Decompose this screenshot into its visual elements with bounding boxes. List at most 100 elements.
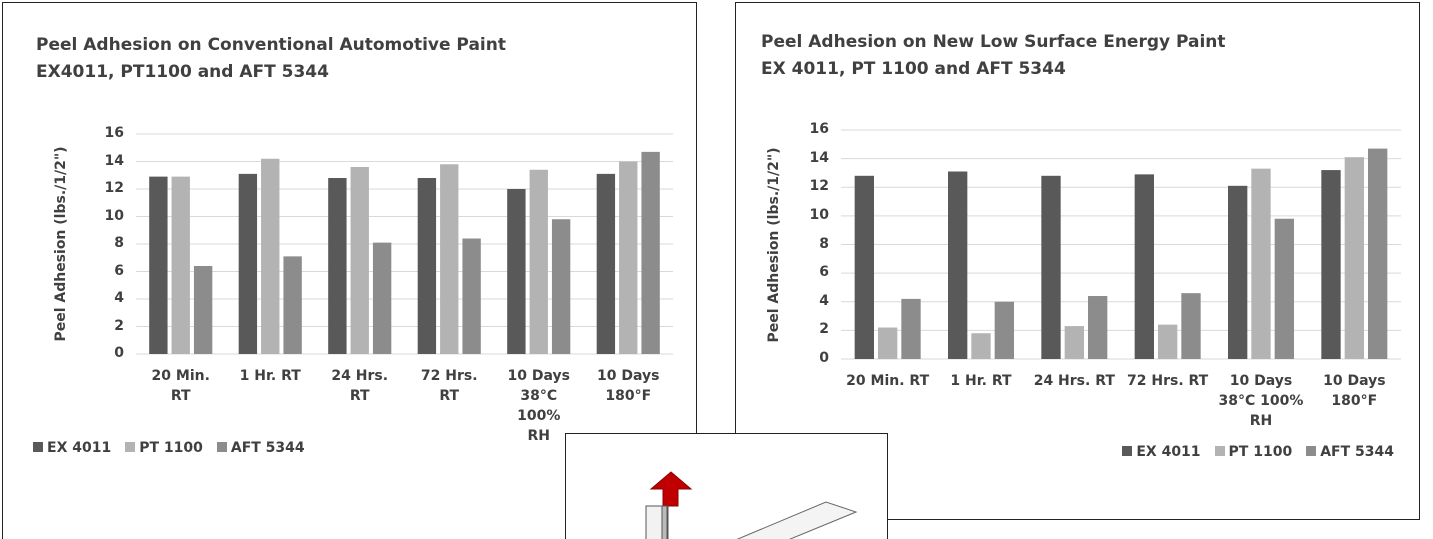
x-tick-label: 20 Min. RT <box>151 368 210 404</box>
bar <box>529 169 548 354</box>
legend: EX 4011 PT 1100 AFT 5344 <box>33 440 305 456</box>
legend-label: EX 4011 <box>1136 444 1201 460</box>
legend-swatch <box>1122 446 1133 456</box>
x-tick-label: 10 Days 180°F <box>597 368 660 404</box>
bar <box>283 256 302 354</box>
bar <box>641 151 660 354</box>
y-tick-label: 12 <box>809 178 829 195</box>
legend-item: AFT 5344 <box>216 440 305 456</box>
bar <box>1088 296 1108 359</box>
bar <box>1041 175 1061 359</box>
y-tick-label: 6 <box>819 264 829 281</box>
bar <box>417 178 437 354</box>
y-tick-label: 0 <box>114 345 124 361</box>
y-tick-label: 14 <box>104 152 124 169</box>
bar <box>1134 174 1154 359</box>
y-tick-label: 0 <box>819 350 829 366</box>
bar <box>971 333 991 359</box>
bar <box>462 238 481 354</box>
bar <box>1181 293 1201 359</box>
y-tick-label: 12 <box>104 180 124 196</box>
bar <box>440 164 459 354</box>
legend-item: EX 4011 <box>33 440 111 456</box>
bar <box>854 175 874 359</box>
legend-item: PT 1100 <box>125 440 203 456</box>
legend-swatch <box>1306 446 1317 456</box>
y-tick-label: 6 <box>114 262 124 279</box>
illustration <box>645 471 858 539</box>
x-tick-label: 10 Days 180°F <box>1323 373 1386 409</box>
x-tick-label: 10 Days 38°C 100% RH <box>507 368 570 444</box>
bar <box>1368 148 1388 359</box>
chart-subtitle: EX 4011, PT 1100 and AFT 5344 <box>761 59 1066 79</box>
y-tick-label: 14 <box>809 149 829 166</box>
x-tick-label: 72 Hrs. RT <box>420 368 478 404</box>
bar <box>948 171 968 359</box>
y-tick-label: 16 <box>104 125 124 141</box>
legend-item: PT 1100 <box>1214 444 1293 460</box>
y-tick-label: 2 <box>114 317 124 334</box>
y-tick-label: 8 <box>819 235 829 252</box>
legend-label: AFT 5344 <box>1320 444 1394 460</box>
bar <box>901 298 921 359</box>
legend-swatch <box>1214 446 1225 456</box>
x-tick-label: 24 Hrs. RT <box>1033 373 1115 389</box>
illustration-panel <box>565 433 888 539</box>
y-tick-label: 16 <box>809 121 829 137</box>
x-tick-label: 72 Hrs. RT <box>1127 373 1209 389</box>
y-tick-label: 2 <box>819 321 829 338</box>
bar <box>1228 185 1248 359</box>
bar <box>193 266 213 354</box>
chart <box>841 129 1401 360</box>
x-tick-label: 1 Hr. RT <box>239 368 301 384</box>
x-tick-label: 24 Hrs. RT <box>331 368 389 404</box>
legend-label: EX 4011 <box>47 440 112 456</box>
legend-swatch <box>216 442 227 452</box>
y-tick-label: 4 <box>114 290 124 306</box>
legend-label: PT 1100 <box>1228 444 1293 460</box>
tape-edge <box>661 505 668 539</box>
panel <box>736 501 858 539</box>
y-axis-label: Peel Adhesion (lbs./1/2") <box>766 146 782 343</box>
y-tick-label: 8 <box>114 235 124 251</box>
bar <box>1158 324 1178 359</box>
bar <box>1274 218 1294 359</box>
bar <box>994 301 1014 359</box>
legend-item: EX 4011 <box>1122 444 1201 460</box>
legend-label: AFT 5344 <box>230 440 305 456</box>
y-tick-label: 10 <box>104 207 124 224</box>
legend: EX 4011 PT 1100 AFT 5344 <box>1122 444 1394 460</box>
chart <box>136 133 673 355</box>
chart-title: Peel Adhesion on New Low Surface Energy … <box>761 32 1226 52</box>
x-tick-label: 20 Min. RT <box>846 373 930 389</box>
legend-label: PT 1100 <box>139 440 203 456</box>
bar <box>619 161 638 354</box>
y-tick-label: 10 <box>809 206 829 223</box>
bar <box>238 173 258 354</box>
x-tick-label: 1 Hr. RT <box>950 373 1012 389</box>
y-axis-label: Peel Adhesion (lbs./1/2") <box>53 146 69 342</box>
bar <box>878 327 898 359</box>
bar <box>328 178 347 354</box>
bar <box>149 176 168 354</box>
bar <box>1064 326 1084 359</box>
y-tick-label: 4 <box>819 292 829 309</box>
chart-panel: Peel Adhesion on Conventional Automotive… <box>2 2 697 539</box>
bar <box>261 158 280 354</box>
legend-item: AFT 5344 <box>1306 444 1394 460</box>
chart-subtitle: EX4011, PT1100 and AFT 5344 <box>36 62 329 82</box>
legend-swatch <box>125 442 136 452</box>
bar <box>551 219 571 354</box>
chart-title: Peel Adhesion on Conventional Automotive… <box>36 35 506 55</box>
bar <box>350 167 369 354</box>
bar <box>1321 170 1341 359</box>
bar <box>507 189 526 354</box>
legend-swatch <box>33 442 43 452</box>
bar <box>171 176 190 354</box>
bar <box>372 242 392 354</box>
bar <box>596 173 616 354</box>
bar <box>1344 157 1364 359</box>
arrow <box>649 471 693 507</box>
bar <box>1251 168 1271 359</box>
